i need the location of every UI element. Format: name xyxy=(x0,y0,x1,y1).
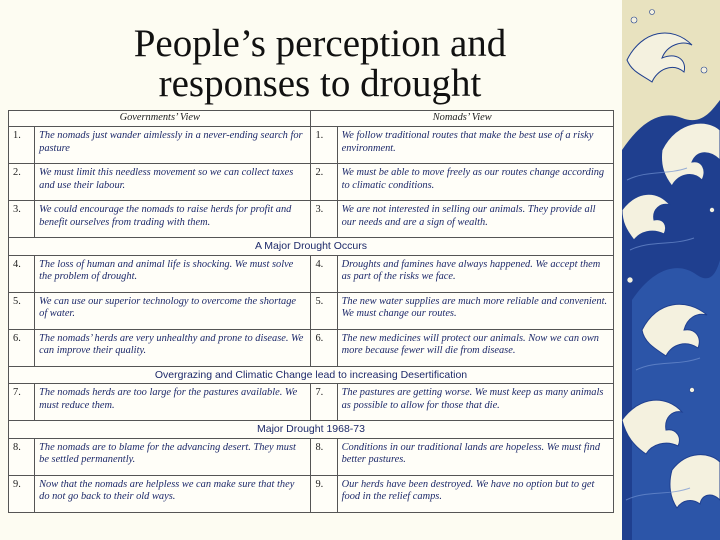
government-row-number: 4. xyxy=(7,254,36,293)
perception-table: Governments’ View Nomads’ View 1. The nom… xyxy=(7,110,615,513)
nomad-view-cell: Our herds have been destroyed. We have n… xyxy=(336,474,615,513)
nomad-row-number: 5. xyxy=(310,291,338,330)
government-row-number: 8. xyxy=(7,437,36,476)
nomad-row-number: 4. xyxy=(310,254,338,293)
section-divider-row: A Major Drought Occurs xyxy=(8,237,614,256)
nomad-row-number: 3. xyxy=(310,200,338,238)
table-row: 2. We must limit this needless movement s… xyxy=(7,163,615,201)
nomad-view-cell: The new medicines will protect our anima… xyxy=(336,328,615,367)
nomad-view-cell: The new water supplies are much more rel… xyxy=(336,291,615,330)
government-view-cell: The nomads are to blame for the advancin… xyxy=(34,437,312,476)
wave-artwork xyxy=(622,0,720,540)
government-row-number: 3. xyxy=(7,200,36,238)
page-title: People’s perception and responses to dro… xyxy=(133,22,507,105)
table-row: 3. We could encourage the nomads to raise… xyxy=(7,200,615,238)
government-row-number: 2. xyxy=(7,163,36,201)
government-view-cell: We can use our superior technology to ov… xyxy=(34,291,312,330)
government-row-number: 6. xyxy=(7,328,36,367)
section-divider-row: Major Drought 1968-73 xyxy=(8,420,614,439)
table-row: 1. The nomads just wander aimlessly in a … xyxy=(7,126,615,164)
nomads-view-header: Nomads’ View xyxy=(310,110,614,127)
government-row-number: 1. xyxy=(7,126,36,164)
nomad-row-number: 1. xyxy=(310,126,338,164)
nomad-row-number: 9. xyxy=(310,474,338,513)
nomad-row-number: 6. xyxy=(310,328,338,367)
nomad-view-cell: We must be able to move freely as our ro… xyxy=(336,163,615,201)
nomad-view-cell: We follow traditional routes that make t… xyxy=(336,126,615,164)
table-row: 5. We can use our superior technology to … xyxy=(7,291,615,330)
nomad-view-cell: The pastures are getting worse. We must … xyxy=(336,383,615,421)
table-row: 9. Now that the nomads are helpless we ca… xyxy=(7,474,615,513)
nomad-row-number: 7. xyxy=(310,383,338,421)
section-label: Major Drought 1968-73 xyxy=(8,420,614,439)
nomad-view-cell: We are not interested in selling our ani… xyxy=(336,200,615,238)
government-row-number: 5. xyxy=(7,291,36,330)
government-view-cell: We could encourage the nomads to raise h… xyxy=(34,200,312,238)
section-label: A Major Drought Occurs xyxy=(8,237,614,256)
government-view-cell: The nomads just wander aimlessly in a ne… xyxy=(34,126,312,164)
perception-table-container: Governments’ View Nomads’ View 1. The nom… xyxy=(7,110,615,520)
government-row-number: 9. xyxy=(7,474,36,513)
table-row: 6. The nomads’ herds are very unhealthy a… xyxy=(7,328,615,367)
table-row: 7. The nomads herds are too large for the… xyxy=(7,383,615,421)
nomad-row-number: 8. xyxy=(310,437,338,476)
governments-view-header: Governments’ View xyxy=(7,110,312,127)
wave-illustration xyxy=(622,0,720,540)
section-divider-row: Overgrazing and Climatic Change lead to … xyxy=(8,365,614,384)
nomad-row-number: 2. xyxy=(310,163,338,201)
table-header-row: Governments’ View Nomads’ View xyxy=(7,110,614,127)
government-view-cell: The nomads herds are too large for the p… xyxy=(34,383,312,421)
section-label: Overgrazing and Climatic Change lead to … xyxy=(8,365,614,384)
government-view-cell: The loss of human and animal life is sho… xyxy=(34,254,312,293)
nomad-view-cell: Conditions in our traditional lands are … xyxy=(336,437,615,476)
government-view-cell: The nomads’ herds are very unhealthy and… xyxy=(34,328,312,367)
government-view-cell: Now that the nomads are helpless we can … xyxy=(34,474,312,513)
table-row: 8. The nomads are to blame for the advanc… xyxy=(7,437,615,476)
government-view-cell: We must limit this needless movement so … xyxy=(34,163,312,201)
nomad-view-cell: Droughts and famines have always happene… xyxy=(336,254,615,293)
government-row-number: 7. xyxy=(7,383,36,421)
table-row: 4. The loss of human and animal life is s… xyxy=(7,254,615,293)
